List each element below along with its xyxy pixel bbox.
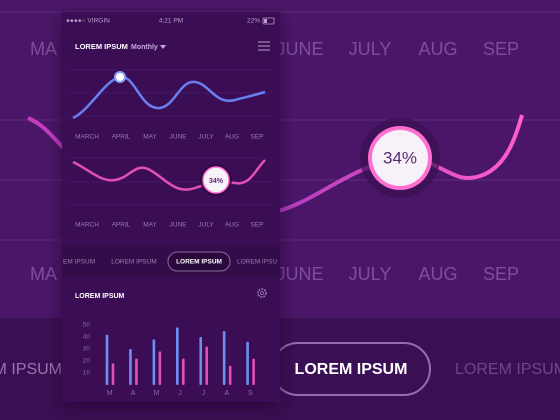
battery: 22%	[247, 18, 260, 25]
y-tick-label: 40	[83, 334, 91, 341]
bar	[111, 363, 115, 385]
x-tick-label: A	[131, 390, 136, 397]
app-title: LOREM IPSUM	[75, 42, 128, 51]
bar	[135, 358, 138, 385]
bar-chart: 10 20 30 40 50 M A M J J A S	[83, 322, 255, 397]
month-label: SEP	[250, 222, 263, 229]
bar	[182, 358, 185, 385]
x-tick-label: A	[225, 390, 230, 397]
month-label: AUG	[225, 222, 239, 229]
bar	[105, 334, 109, 385]
bar	[222, 331, 226, 385]
bg-month: JUNE	[276, 39, 323, 59]
month-label: APRIL	[112, 134, 131, 141]
month-label: JULY	[198, 222, 214, 229]
month-label: AUG	[225, 134, 239, 141]
y-tick-label: 20	[83, 358, 91, 365]
bg-tab-active[interactable]: LOREM IPSUM	[295, 361, 408, 378]
x-tick-label: J	[202, 390, 206, 397]
settings-icon[interactable]	[257, 288, 267, 298]
bar	[205, 346, 209, 385]
month-label: JUNE	[170, 222, 188, 229]
bg-month: MA	[30, 264, 57, 284]
month-label: JUNE	[170, 134, 188, 141]
x-tick-label: J	[178, 390, 182, 397]
x-tick-label: M	[107, 390, 113, 397]
period-select[interactable]: Monthly	[131, 44, 158, 51]
menu-icon[interactable]	[258, 41, 270, 51]
phone: ●●●●○ VIRGIN 4:21 PM 22% LOREM IPSUM Mon…	[62, 12, 280, 402]
bg-month: MA	[30, 39, 57, 59]
tab-active[interactable]: LOREM IPSUM	[176, 259, 222, 266]
blue-point[interactable]	[114, 71, 126, 83]
bg-month: AUG	[418, 39, 457, 59]
month-label: MARCH	[75, 222, 99, 229]
month-label: MARCH	[75, 134, 99, 141]
dropdown-arrow[interactable]	[160, 45, 166, 49]
month-label: SEP	[250, 134, 263, 141]
bg-month: AUG	[418, 264, 457, 284]
bg-month: JULY	[349, 39, 392, 59]
app-months: MARCH APRIL MAY JUNE JULY AUG SEP MARCH APRIL MAY…	[75, 134, 263, 229]
y-tick-label: 30	[83, 346, 91, 353]
bar	[129, 349, 132, 385]
bubble-percent: 34%	[209, 178, 224, 185]
x-tick-label: M	[154, 390, 160, 397]
bg-month: JUNE	[276, 264, 323, 284]
month-label: MAY	[143, 222, 157, 229]
carrier: ●●●●○ VIRGIN	[66, 18, 110, 25]
bar	[158, 351, 162, 385]
bg-months: MA JUNE JULY AUG SEP MA JUNE JULY AUG SEP	[30, 39, 519, 284]
battery-level	[264, 19, 267, 23]
bar	[252, 358, 255, 385]
tab[interactable]: LOREM IPSU	[237, 259, 277, 266]
pink-line	[72, 159, 266, 191]
bar	[152, 339, 156, 385]
bg-tab[interactable]: LOREM IPSUM	[0, 361, 62, 378]
bg-month: SEP	[483, 39, 519, 59]
bg-bubble	[372, 130, 428, 186]
bar	[199, 337, 203, 385]
phone-body	[62, 12, 280, 402]
month-label: MAY	[143, 134, 157, 141]
tab[interactable]: LOREM IPSUM	[111, 259, 157, 266]
bg-month: JULY	[349, 264, 392, 284]
time: 4:21 PM	[159, 18, 183, 25]
bar	[246, 341, 249, 385]
chart-grid	[68, 69, 274, 206]
y-tick-label: 10	[83, 370, 91, 377]
month-label: APRIL	[112, 222, 131, 229]
bg-month: SEP	[483, 264, 519, 284]
y-tick-label: 50	[83, 322, 91, 329]
tab-active-pill[interactable]	[167, 251, 231, 272]
bar	[176, 327, 179, 385]
bg-tab[interactable]: LOREM IPSUM	[455, 361, 560, 378]
blue-line	[72, 75, 266, 120]
bar	[228, 365, 232, 385]
panel-title: LOREM IPSUM	[75, 293, 125, 300]
tab[interactable]: EM IPSUM	[63, 259, 95, 266]
battery-icon	[262, 17, 275, 25]
bg-percent: 34%	[383, 148, 417, 167]
month-label: JULY	[198, 134, 214, 141]
x-tick-label: S	[248, 390, 253, 397]
bubble[interactable]	[202, 166, 230, 194]
